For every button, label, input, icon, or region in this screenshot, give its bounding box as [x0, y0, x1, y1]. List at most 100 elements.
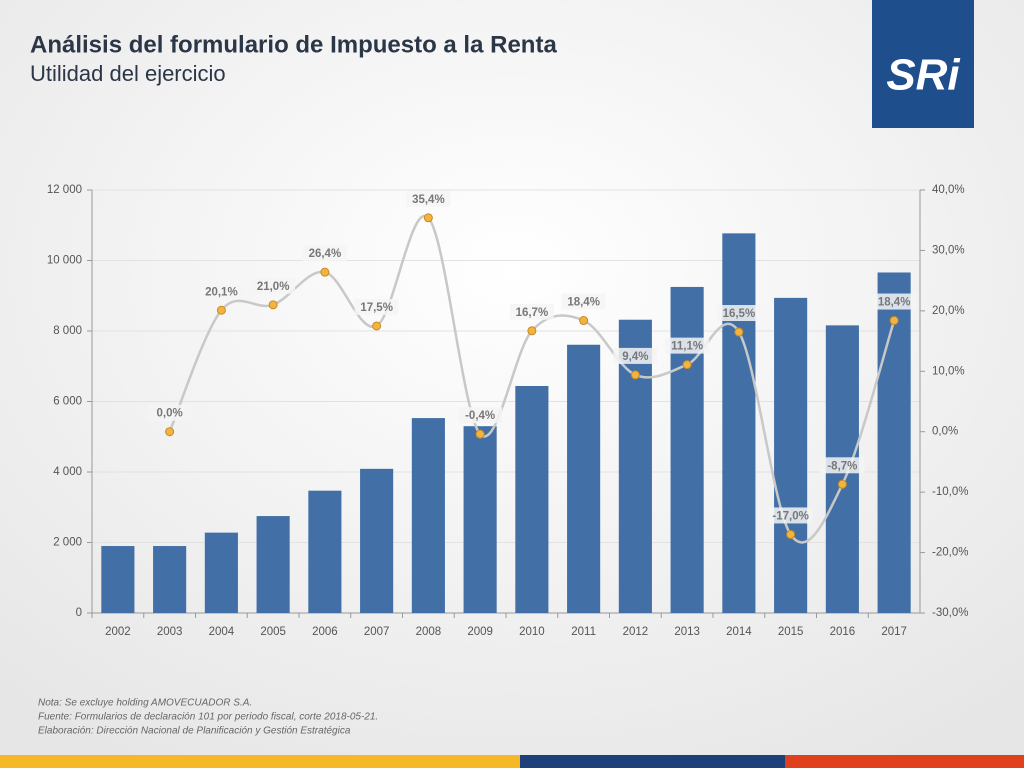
y2-tick-label: 40,0% [932, 184, 965, 196]
data-label: 35,4% [412, 194, 445, 206]
bar [360, 468, 394, 613]
data-label-bg [561, 293, 606, 310]
data-label: -8,7% [827, 460, 857, 472]
data-label: 20,1% [205, 286, 238, 298]
x-tick-label: 2002 [105, 626, 131, 638]
y-tick-label: 6 000 [53, 396, 82, 408]
data-label-bg [509, 303, 554, 320]
data-label: 0,0% [157, 408, 183, 420]
y2-tick-label: 30,0% [932, 244, 965, 256]
bar [722, 233, 756, 614]
x-tick-label: 2006 [312, 626, 338, 638]
y2-tick-label: -30,0% [932, 607, 968, 619]
y-tick-label: 2 000 [53, 537, 82, 549]
marker [527, 326, 537, 336]
data-label-bg [406, 190, 451, 207]
chart-title: Análisis del formulario de Impuesto a la… [30, 31, 557, 58]
marker [165, 427, 175, 437]
x-tick-label: 2017 [881, 626, 907, 638]
x-tick-label: 2015 [778, 626, 804, 638]
y-tick-label: 4 000 [53, 466, 82, 478]
marker [216, 305, 226, 315]
marker [889, 316, 899, 326]
x-tick-label: 2011 [571, 626, 596, 638]
data-label: 21,0% [257, 281, 290, 293]
y2-tick-label: 20,0% [932, 305, 965, 317]
x-tick-label: 2007 [364, 626, 390, 638]
footer-stripe [0, 755, 520, 768]
marker [630, 370, 640, 380]
x-tick-label: 2009 [467, 626, 493, 638]
x-tick-label: 2016 [830, 626, 856, 638]
data-label-bg [302, 245, 347, 262]
x-tick-label: 2008 [416, 626, 442, 638]
bar [670, 286, 704, 613]
marker [682, 360, 692, 370]
footer-stripe [785, 755, 1024, 768]
data-label-bg [716, 305, 761, 322]
logo-box [872, 0, 974, 128]
bar [101, 546, 135, 613]
marker [579, 316, 589, 326]
bar [463, 426, 497, 613]
y-tick-label: 0 [76, 607, 82, 619]
y2-tick-label: -10,0% [932, 486, 968, 498]
bar [308, 490, 342, 613]
data-label: 18,4% [567, 297, 600, 309]
data-label-bg [458, 407, 503, 424]
data-label: -17,0% [772, 510, 808, 522]
marker [475, 429, 485, 439]
line [168, 214, 896, 544]
data-label-bg [872, 293, 917, 310]
data-label-bg [768, 507, 813, 524]
data-label: 11,1% [671, 341, 703, 353]
data-label: 26,4% [309, 248, 342, 260]
bar [153, 546, 187, 613]
y-tick-label: 12 000 [47, 184, 82, 196]
bar [256, 516, 290, 613]
data-label: 16,7% [516, 307, 549, 319]
logo: SRi [886, 51, 960, 100]
data-label: 17,5% [360, 302, 393, 314]
data-label: 9,4% [622, 351, 648, 363]
x-tick-label: 2012 [623, 626, 649, 638]
y2-tick-label: -20,0% [932, 547, 968, 559]
marker [734, 327, 744, 337]
x-tick-label: 2010 [519, 626, 545, 638]
data-label: -0,4% [465, 410, 495, 422]
x-tick-label: 2005 [260, 626, 286, 638]
x-tick-label: 2014 [726, 626, 752, 638]
marker [423, 213, 433, 223]
note: Nota: Se excluye holding AMOVECUADOR S.A… [38, 698, 252, 709]
y-tick-label: 8 000 [53, 325, 82, 337]
bar [204, 532, 238, 613]
bar [515, 385, 549, 613]
bar [618, 319, 652, 613]
data-label-bg [147, 404, 192, 421]
note: Elaboración: Dirección Nacional de Plani… [38, 726, 351, 737]
marker [268, 300, 278, 310]
note: Fuente: Formularios de declaración 101 p… [38, 712, 378, 723]
data-label-bg [251, 277, 296, 294]
x-tick-label: 2013 [674, 626, 700, 638]
data-label-bg [613, 347, 658, 364]
x-tick-label: 2004 [209, 626, 235, 638]
data-label: 18,4% [878, 297, 911, 309]
y2-tick-label: 0,0% [932, 426, 958, 438]
y-tick-label: 10 000 [47, 255, 82, 267]
marker [837, 479, 847, 489]
bar [567, 344, 601, 613]
y2-tick-label: 10,0% [932, 365, 965, 377]
bar [774, 297, 808, 613]
data-label-bg [354, 298, 399, 315]
data-label-bg [199, 283, 244, 300]
footer-stripe [520, 755, 785, 768]
x-tick-label: 2003 [157, 626, 183, 638]
bar [877, 272, 911, 613]
marker [372, 321, 382, 331]
marker [786, 529, 796, 539]
bar [411, 418, 445, 613]
marker [320, 267, 330, 277]
